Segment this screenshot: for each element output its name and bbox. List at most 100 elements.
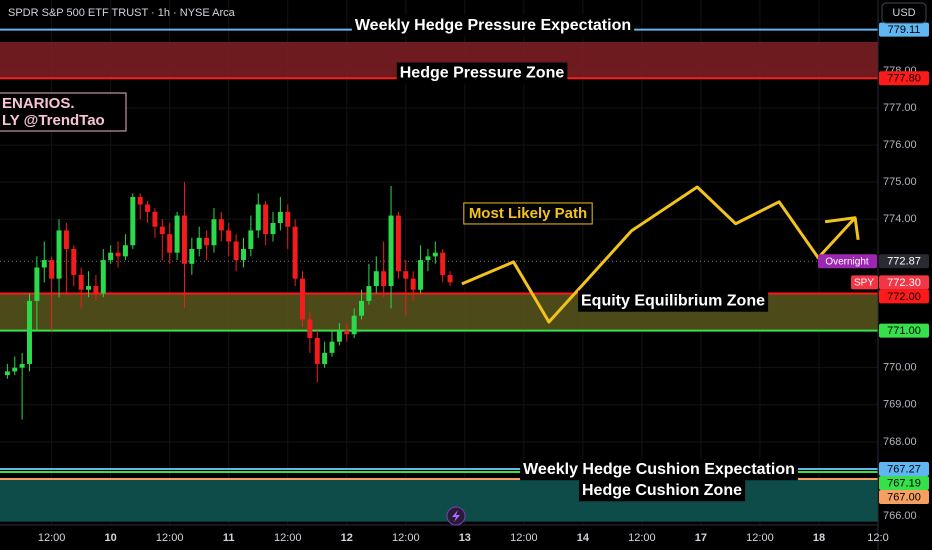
candle-body	[78, 274, 84, 290]
candle-body	[410, 278, 416, 290]
x-tick-label: 11	[223, 532, 235, 544]
candle-body	[270, 222, 276, 235]
symbol-tag-label: SPY	[854, 277, 874, 288]
y-tick-label: 769.00	[883, 399, 917, 411]
x-tick-label: 18	[813, 532, 825, 544]
x-tick-label: 12:00	[628, 532, 656, 544]
candle-body	[34, 267, 40, 301]
y-tick-label: 775.00	[883, 176, 917, 188]
zone-label: Weekly Hedge Pressure Expectation	[355, 17, 631, 34]
annotation-box	[0, 92, 127, 132]
candle-body	[93, 286, 99, 294]
candle-body	[115, 252, 121, 257]
candle-body	[440, 252, 446, 275]
label-box	[463, 202, 593, 225]
x-tick-label: 12:00	[274, 532, 302, 544]
candle-body	[56, 230, 62, 279]
price-tag	[879, 275, 929, 290]
label-box	[578, 290, 769, 312]
candle-body	[322, 352, 328, 364]
label-box	[351, 14, 635, 36]
annotation-text: LY @TrendTao	[2, 112, 105, 129]
price-tag-label: 772.00	[887, 291, 921, 303]
x-tick-label: 10	[105, 532, 117, 544]
currency[interactable]: USD	[892, 7, 915, 19]
label-box	[579, 480, 746, 502]
path-label: Most Likely Path	[469, 205, 587, 222]
symbol-title: SPDR S&P 500 ETF TRUST · 1h · NYSE Arca	[8, 7, 236, 19]
symbol-tag	[851, 275, 878, 290]
candle-body	[336, 330, 342, 342]
price-tag-label: 771.00	[887, 325, 921, 337]
candle-body	[19, 363, 25, 368]
candle-body	[255, 204, 261, 231]
candle-body	[63, 230, 69, 249]
overnight-tag	[818, 254, 877, 269]
zone-label: Hedge Pressure Zone	[400, 65, 565, 82]
candle-body	[196, 237, 202, 249]
candle-body	[100, 260, 106, 294]
annotation: ENARIOS.LY @TrendTao	[0, 92, 127, 132]
y-tick-label: 776.00	[883, 139, 917, 151]
price-tag-label: 772.30	[887, 277, 921, 289]
price-tag-label: 772.87	[887, 256, 921, 268]
candle-body	[159, 226, 165, 235]
candle-body	[233, 241, 239, 261]
candle-body	[425, 256, 431, 261]
candle-body	[122, 245, 128, 257]
price-tag-label: 767.19	[887, 477, 921, 489]
x-tick-label: 17	[695, 532, 707, 544]
price-tag	[879, 71, 929, 86]
arrow-head	[824, 216, 860, 240]
candle-body	[174, 215, 180, 253]
icon-bolt[interactable]	[452, 510, 460, 522]
candle-body	[447, 274, 453, 283]
price-tag	[879, 254, 929, 269]
candle-body	[12, 367, 18, 372]
x-tick-label: 13	[459, 532, 471, 544]
candle-body	[300, 278, 306, 320]
candle-body	[344, 330, 350, 335]
label-box	[520, 459, 798, 481]
currency-box[interactable]	[881, 2, 927, 24]
x-tick-label: 12:0	[867, 532, 888, 544]
x-tick-label: 12	[341, 532, 353, 544]
candle-body	[189, 248, 195, 264]
annotation-text: ENARIOS.	[2, 95, 75, 112]
candle-body	[167, 234, 173, 253]
price-tag	[879, 22, 929, 37]
candle-body	[4, 371, 10, 376]
price-tag	[879, 323, 929, 338]
candle-body	[137, 197, 143, 205]
candle-body	[388, 215, 394, 287]
price-tag	[879, 489, 929, 504]
price-tag	[879, 475, 929, 490]
price-tag-label: 779.11	[888, 24, 921, 36]
candle-body	[395, 215, 401, 272]
candle-body	[248, 230, 254, 249]
candle-body	[86, 286, 92, 290]
x-tick-label: 12:00	[510, 532, 538, 544]
zone-label: Equity Equilibrium Zone	[581, 293, 765, 310]
candle-body	[204, 237, 210, 246]
candle-body	[277, 211, 283, 223]
candle-body	[211, 219, 217, 246]
candle-body	[329, 341, 335, 353]
y-tick-label: 774.00	[883, 213, 917, 225]
y-tick-label: 770.00	[883, 362, 917, 374]
candle-body	[285, 211, 291, 227]
candle-body	[152, 211, 158, 227]
candle-body	[292, 226, 298, 279]
y-tick-label: 777.00	[883, 102, 917, 114]
zone	[0, 478, 878, 522]
lightning-icon[interactable]	[446, 506, 466, 526]
candle-body	[71, 248, 77, 275]
candle-body	[359, 300, 365, 316]
candle-body	[351, 315, 357, 335]
candle-body	[366, 286, 372, 301]
zone-label: Weekly Hedge Cushion Expectation	[523, 461, 795, 478]
candle-body	[263, 204, 269, 235]
candle-body	[432, 252, 438, 257]
price-tag	[879, 461, 929, 476]
